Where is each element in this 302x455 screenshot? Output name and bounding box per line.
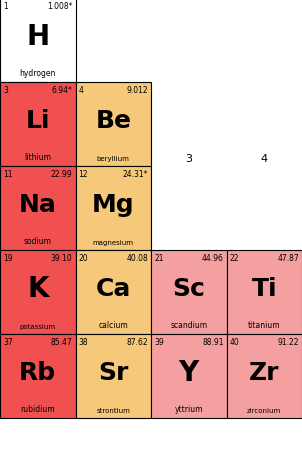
Text: titanium: titanium	[248, 321, 281, 330]
Text: rubidium: rubidium	[21, 405, 55, 414]
Bar	[151, 334, 226, 418]
Text: 3: 3	[3, 86, 8, 95]
Bar	[0, 82, 76, 166]
Text: Na: Na	[19, 193, 57, 217]
Text: Sr: Sr	[98, 361, 128, 385]
Text: 22: 22	[230, 254, 239, 263]
Text: calcium: calcium	[98, 321, 128, 330]
Bar	[0, 166, 76, 250]
Text: Y: Y	[178, 359, 199, 388]
Text: zirconium: zirconium	[247, 408, 281, 414]
Bar	[226, 250, 302, 334]
Text: Ca: Ca	[95, 278, 131, 302]
Text: Li: Li	[25, 110, 50, 133]
Text: Be: Be	[95, 110, 131, 133]
Text: 37: 37	[3, 338, 13, 347]
Text: sodium: sodium	[24, 237, 52, 246]
Text: 24.31*: 24.31*	[123, 170, 148, 179]
Text: Rb: Rb	[19, 361, 56, 385]
Text: 11: 11	[3, 170, 12, 179]
Text: strontium: strontium	[96, 408, 130, 414]
Bar	[76, 166, 151, 250]
Bar	[0, 0, 76, 82]
Text: 44.96: 44.96	[202, 254, 223, 263]
Text: 40: 40	[230, 338, 239, 347]
Text: 12: 12	[79, 170, 88, 179]
Text: beryllium: beryllium	[97, 156, 130, 162]
Text: hydrogen: hydrogen	[20, 69, 56, 78]
Text: potassium: potassium	[20, 324, 56, 330]
Text: 9.012: 9.012	[126, 86, 148, 95]
Text: H: H	[26, 24, 49, 51]
Bar	[0, 250, 76, 334]
Text: K: K	[27, 275, 49, 303]
Text: 91.22: 91.22	[278, 338, 299, 347]
Text: 47.87: 47.87	[277, 254, 299, 263]
Text: 88.91: 88.91	[202, 338, 223, 347]
Text: 4: 4	[79, 86, 83, 95]
Bar	[76, 82, 151, 166]
Text: 4: 4	[261, 154, 268, 164]
Text: Mg: Mg	[92, 193, 135, 217]
Text: 22.99: 22.99	[51, 170, 72, 179]
Text: Sc: Sc	[172, 278, 205, 302]
Bar	[76, 250, 151, 334]
Text: 6.94*: 6.94*	[52, 86, 72, 95]
Bar	[76, 334, 151, 418]
Bar	[0, 334, 76, 418]
Text: 38: 38	[79, 338, 88, 347]
Text: 21: 21	[154, 254, 163, 263]
Text: 19: 19	[3, 254, 13, 263]
Text: lithium: lithium	[24, 153, 51, 162]
Text: magnesium: magnesium	[93, 240, 134, 246]
Text: yttrium: yttrium	[175, 405, 203, 414]
Text: 39: 39	[154, 338, 164, 347]
Text: Zr: Zr	[249, 361, 279, 385]
Text: 1: 1	[3, 2, 8, 11]
Text: 39.10: 39.10	[51, 254, 72, 263]
Text: 1.008*: 1.008*	[47, 2, 72, 11]
Text: 40.08: 40.08	[126, 254, 148, 263]
Text: 20: 20	[79, 254, 88, 263]
Bar	[226, 334, 302, 418]
Text: scandium: scandium	[170, 321, 207, 330]
Text: 85.47: 85.47	[51, 338, 72, 347]
Text: 87.62: 87.62	[126, 338, 148, 347]
Bar	[151, 250, 226, 334]
Text: Ti: Ti	[252, 278, 277, 302]
Text: 3: 3	[185, 154, 192, 164]
